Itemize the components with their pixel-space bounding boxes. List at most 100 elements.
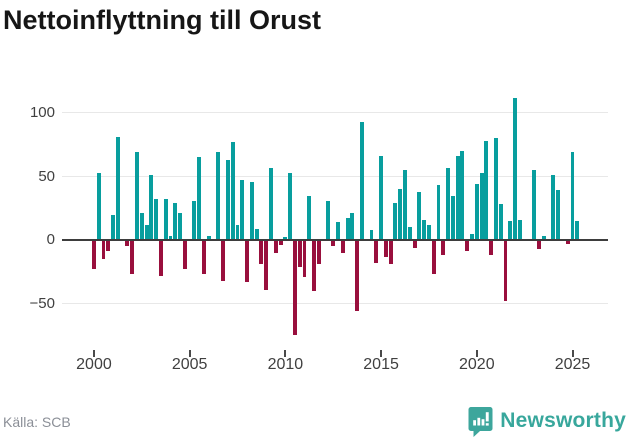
bar-2017Q1: [417, 191, 422, 240]
bar-2000Q2: [96, 172, 101, 240]
bar-2021Q3: [503, 240, 508, 301]
source-caption: Källa: SCB: [3, 414, 71, 430]
bar-2010Q4: [297, 240, 302, 267]
bar-2009Q2: [269, 167, 273, 240]
bar-2009Q1: [264, 240, 269, 290]
bar-2001Q4: [125, 240, 130, 247]
bar-2022Q1: [513, 97, 518, 240]
bar-2002Q3: [139, 213, 144, 240]
bar-2005Q4: [202, 240, 206, 275]
bar-2004Q3: [178, 213, 183, 240]
bar-2007Q1: [225, 159, 230, 240]
x-axis-label-2020: 2020: [459, 356, 495, 373]
bar-2004Q4: [182, 240, 187, 270]
bar-2020Q1: [474, 184, 479, 240]
bar-2013Q2: [345, 218, 350, 240]
x-axis-label-2025: 2025: [554, 356, 591, 373]
y-axis-label-100: 100: [29, 104, 55, 121]
bar-2018Q1: [436, 185, 441, 240]
bar-2012Q2: [326, 200, 331, 240]
bar-2013Q1: [340, 240, 345, 253]
bar-2019Q2: [460, 151, 465, 240]
bar-2022Q2: [517, 219, 522, 240]
bar-2016Q4: [412, 240, 417, 248]
bar-2024Q1: [551, 175, 556, 240]
bar-2002Q2: [135, 152, 139, 240]
bar-2023Q2: [537, 240, 541, 249]
bar-2009Q3: [273, 240, 278, 253]
x-axis-tick-2010: [284, 350, 287, 357]
bar-2004Q2: [173, 203, 178, 240]
bar-2023Q1: [532, 170, 537, 240]
bar-2000Q4: [106, 240, 111, 252]
bar-2002Q4: [144, 224, 149, 240]
bar-2006Q4: [221, 240, 226, 281]
bar-2025Q1: [570, 152, 575, 240]
gridline-y100: [62, 112, 608, 113]
bar-2008Q1: [245, 240, 250, 282]
bar-2010Q1: [283, 237, 288, 240]
bar-2013Q4: [355, 240, 360, 312]
bar-2004Q1: [168, 236, 173, 240]
bar-2008Q3: [254, 228, 259, 240]
newsworthy-logo: Newsworthy: [468, 404, 626, 438]
bar-2025Q2: [575, 220, 580, 240]
bar-2015Q3: [388, 240, 393, 265]
bar-2015Q1: [379, 156, 384, 240]
bar-2005Q3: [197, 157, 202, 240]
x-axis-label-2010: 2010: [267, 356, 304, 373]
bar-2014Q4: [374, 240, 379, 263]
zero-baseline: [62, 239, 608, 241]
bar-2011Q2: [307, 195, 312, 240]
bar-2012Q4: [336, 222, 340, 240]
bar-2008Q2: [249, 181, 254, 240]
bar-2007Q3: [235, 224, 240, 240]
bar-2007Q4: [240, 180, 245, 240]
bar-2017Q4: [431, 240, 436, 275]
bar-2019Q1: [455, 156, 460, 240]
chart-title: Nettoinflyttning till Orust: [3, 5, 321, 35]
bar-2016Q1: [398, 189, 403, 240]
bar-2006Q3: [216, 152, 221, 240]
bar-2009Q4: [278, 240, 283, 246]
x-axis-tick-2020: [475, 350, 478, 357]
bar-2019Q3: [465, 240, 470, 252]
bar-2007Q2: [230, 142, 235, 240]
bar-2014Q3: [369, 229, 374, 240]
bar-2013Q3: [350, 213, 355, 240]
bar-2010Q3: [292, 240, 297, 336]
bar-2016Q3: [407, 227, 412, 240]
bar-2021Q1: [493, 138, 498, 240]
bar-2020Q2: [479, 172, 484, 240]
bar-2015Q2: [383, 240, 388, 257]
gridline-y-50: [62, 302, 608, 304]
bar-2023Q3: [541, 236, 546, 240]
bar-2020Q4: [489, 240, 494, 256]
bar-2020Q3: [484, 140, 489, 240]
bar-2003Q1: [149, 175, 154, 240]
bar-2018Q3: [446, 167, 451, 240]
bar-2015Q4: [393, 203, 398, 240]
x-axis-tick-2015: [380, 350, 383, 357]
x-axis-tick-2005: [188, 350, 191, 357]
bar-2003Q2: [154, 199, 159, 240]
bar-2018Q2: [441, 240, 446, 256]
bar-2014Q1: [359, 121, 364, 240]
y-axis-label-50: 50: [38, 167, 55, 185]
x-axis-label-2005: 2005: [171, 356, 208, 373]
bar-2017Q2: [422, 219, 427, 240]
bar-2016Q2: [403, 170, 407, 240]
x-axis-label-2015: 2015: [363, 356, 399, 373]
bar-2021Q4: [508, 220, 513, 240]
bar-2019Q4: [470, 233, 474, 240]
bar-2021Q2: [498, 204, 503, 240]
bar-2011Q1: [302, 240, 307, 277]
bar-2003Q3: [158, 240, 163, 276]
bar-2001Q1: [111, 214, 116, 240]
bar-2010Q2: [288, 172, 293, 240]
bar-2006Q1: [206, 236, 211, 240]
x-axis-tick-2025: [571, 350, 574, 357]
bar-2017Q3: [426, 224, 431, 240]
